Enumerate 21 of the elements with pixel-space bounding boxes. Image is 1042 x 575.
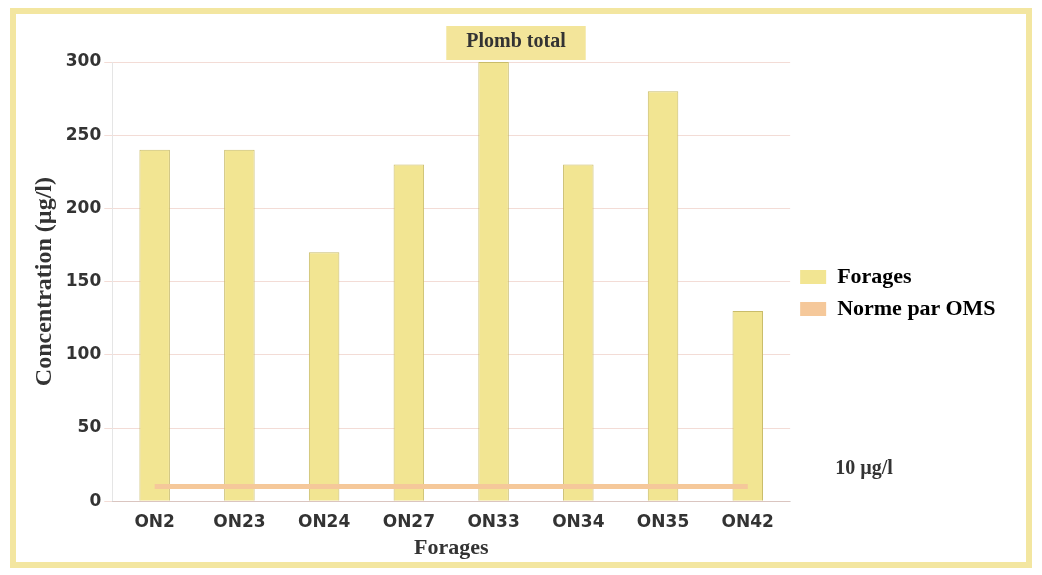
y-tick-label: 0 [89, 489, 102, 510]
text: 10 µg/l [835, 456, 894, 480]
x-tick-label: ON33 [467, 510, 520, 531]
x-tick-label: ON2 [134, 510, 175, 531]
x-tick-label: ON27 [382, 510, 436, 531]
chart-title: Plomb total [466, 29, 567, 52]
x-tick-label: ON24 [297, 510, 351, 531]
y-tick-label: 200 [65, 196, 102, 217]
y-tick-label: 150 [65, 270, 102, 291]
x-tick-label: ON34 [552, 510, 605, 531]
y-tick-label: 250 [65, 123, 102, 144]
y-tick-label: 300 [65, 50, 102, 71]
legend-label: Forages [837, 262, 913, 288]
x-tick-label: ON23 [213, 510, 266, 531]
legend-label: Norme par OMS [837, 294, 996, 320]
x-tick-label: ON42 [721, 510, 774, 531]
x-tick-label: ON35 [636, 510, 690, 531]
y-tick-label: 50 [77, 416, 102, 437]
y-axis-title: Concentration (µg/l) [29, 177, 56, 387]
x-axis-title: Forages [413, 534, 489, 560]
y-tick-label: 100 [65, 343, 102, 364]
